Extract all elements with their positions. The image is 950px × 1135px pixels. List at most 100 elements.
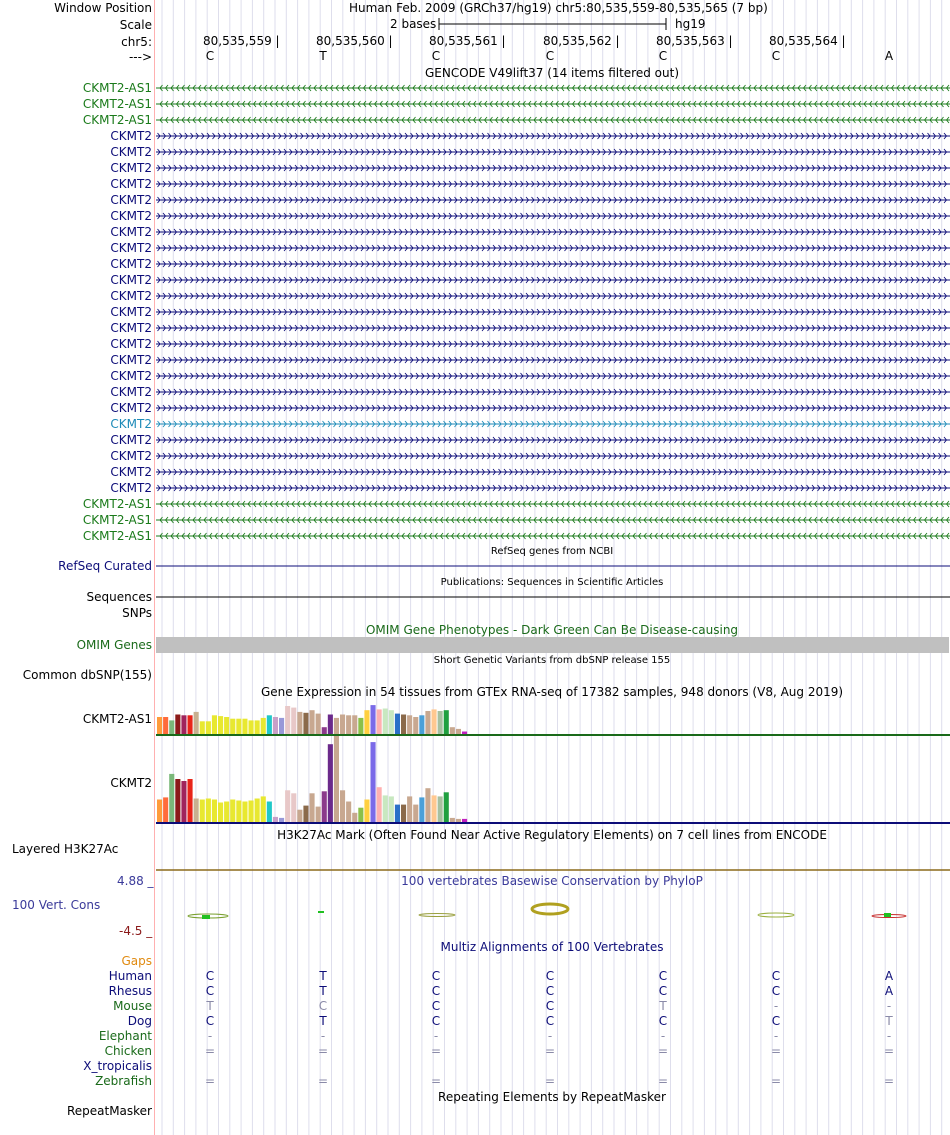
gtex-gene-label-ckmt2[interactable]: CKMT2 <box>110 776 152 790</box>
gencode-item-label[interactable]: CKMT2-AS1 <box>82 513 152 527</box>
gtex-bar <box>376 787 382 822</box>
refseq-title[interactable]: RefSeq genes from NCBI <box>490 546 614 557</box>
gencode-item-line[interactable] <box>156 257 950 271</box>
gencode-item-label[interactable]: CKMT2 <box>110 241 152 255</box>
dbsnp-label[interactable]: Common dbSNP(155) <box>22 668 152 682</box>
gencode-item-label[interactable]: CKMT2 <box>110 305 152 319</box>
gencode-item-label[interactable]: CKMT2 <box>110 401 152 415</box>
gencode-item-label[interactable]: CKMT2 <box>110 129 152 143</box>
gencode-item-label[interactable]: CKMT2 <box>110 193 152 207</box>
publications-line[interactable] <box>156 590 950 604</box>
gtex-bar <box>352 812 358 822</box>
h3k27ac-line[interactable] <box>156 866 950 874</box>
phylop-label[interactable]: 100 Vert. Cons <box>12 898 101 912</box>
position-tick-label: 80,535,560 | <box>316 34 393 48</box>
gencode-item-line[interactable] <box>156 353 950 367</box>
multiz-species-label[interactable]: Elephant <box>98 1029 152 1043</box>
omim-label[interactable]: OMIM Genes <box>76 638 152 652</box>
gencode-item-label[interactable]: CKMT2-AS1 <box>82 529 152 543</box>
gencode-item-label[interactable]: CKMT2 <box>110 369 152 383</box>
omim-bar[interactable] <box>156 637 949 653</box>
multiz-species-label[interactable]: Mouse <box>113 999 152 1013</box>
repeatmasker-title[interactable]: Repeating Elements by RepeatMasker <box>438 1090 666 1104</box>
h3k27ac-title[interactable]: H3K27Ac Mark (Often Found Near Active Re… <box>277 828 827 842</box>
gencode-item-label[interactable]: CKMT2 <box>110 417 152 431</box>
gencode-item-label[interactable]: CKMT2 <box>110 273 152 287</box>
gencode-item-line[interactable] <box>156 481 950 495</box>
gencode-item-line[interactable] <box>156 305 950 319</box>
gencode-item-label[interactable]: CKMT2 <box>110 449 152 463</box>
multiz-species-label[interactable]: Dog <box>127 1014 152 1028</box>
strand-label[interactable]: ---> <box>128 50 152 64</box>
gencode-item-label[interactable]: CKMT2 <box>110 337 152 351</box>
gencode-item-line[interactable] <box>156 177 950 191</box>
scale-text: 2 bases <box>390 17 437 31</box>
gencode-item-line[interactable] <box>156 289 950 303</box>
gencode-item-line[interactable] <box>156 529 950 543</box>
gencode-item-line[interactable] <box>156 337 950 351</box>
gencode-item-label[interactable]: CKMT2-AS1 <box>82 113 152 127</box>
gencode-item-line[interactable] <box>156 241 950 255</box>
gencode-item-label[interactable]: CKMT2-AS1 <box>82 97 152 111</box>
gencode-item-line[interactable] <box>156 97 950 111</box>
omim-title[interactable]: OMIM Gene Phenotypes - Dark Green Can Be… <box>365 623 739 637</box>
gtex-chart[interactable] <box>156 698 950 826</box>
dbsnp-title[interactable]: Short Genetic Variants from dbSNP releas… <box>433 655 671 666</box>
gencode-item-label[interactable]: CKMT2 <box>110 177 152 191</box>
gencode-item-line[interactable] <box>156 81 950 95</box>
gencode-item-label[interactable]: CKMT2 <box>110 353 152 367</box>
gencode-item-label[interactable]: CKMT2 <box>110 225 152 239</box>
multiz-species-label[interactable]: Chicken <box>104 1044 152 1058</box>
gencode-item-line[interactable] <box>156 209 950 223</box>
gencode-item-label[interactable]: CKMT2 <box>110 161 152 175</box>
gencode-item-line[interactable] <box>156 193 950 207</box>
multiz-species-label[interactable]: Rhesus <box>108 984 152 998</box>
gencode-item-line[interactable] <box>156 449 950 463</box>
gencode-item-label[interactable]: CKMT2-AS1 <box>82 497 152 511</box>
gencode-item-label[interactable]: CKMT2 <box>110 385 152 399</box>
gencode-item-line[interactable] <box>156 497 950 511</box>
gencode-item-line[interactable] <box>156 273 950 287</box>
publications-title[interactable]: Publications: Sequences in Scientific Ar… <box>440 577 664 588</box>
gencode-item-label[interactable]: CKMT2 <box>110 321 152 335</box>
refseq-label[interactable]: RefSeq Curated <box>58 559 152 573</box>
phylop-title[interactable]: 100 vertebrates Basewise Conservation by… <box>401 874 703 888</box>
gencode-item-line[interactable] <box>156 513 950 527</box>
refseq-line[interactable] <box>156 559 950 573</box>
gencode-item-label[interactable]: CKMT2 <box>110 145 152 159</box>
gencode-item-label[interactable]: CKMT2 <box>110 433 152 447</box>
gencode-item-line[interactable] <box>156 465 950 479</box>
h3k27ac-label[interactable]: Layered H3K27Ac <box>12 842 119 856</box>
gencode-title[interactable]: GENCODE V49lift37 (14 items filtered out… <box>424 66 679 80</box>
gencode-item-line[interactable] <box>156 161 950 175</box>
multiz-title[interactable]: Multiz Alignments of 100 Vertebrates <box>440 940 664 954</box>
gtex-gene-label-ckmt2-as1[interactable]: CKMT2-AS1 <box>82 712 152 726</box>
gencode-item-line[interactable] <box>156 417 950 431</box>
gtex-title[interactable]: Gene Expression in 54 tissues from GTEx … <box>260 685 844 699</box>
gencode-item-line[interactable] <box>156 433 950 447</box>
multiz-species-label[interactable]: Human <box>108 969 152 983</box>
gencode-item-line[interactable] <box>156 401 950 415</box>
publications-label[interactable]: Sequences <box>86 590 152 604</box>
snps-label[interactable]: SNPs <box>122 606 152 620</box>
gencode-item-label[interactable]: CKMT2 <box>110 481 152 495</box>
gencode-item-label[interactable]: CKMT2-AS1 <box>82 81 152 95</box>
gencode-item-line[interactable] <box>156 225 950 239</box>
gencode-item-line[interactable] <box>156 129 950 143</box>
gencode-item-line[interactable] <box>156 145 950 159</box>
multiz-species-label[interactable]: Zebrafish <box>95 1074 152 1088</box>
multiz-species-label[interactable]: X_tropicalis <box>83 1059 152 1073</box>
gencode-item-line[interactable] <box>156 113 950 127</box>
gencode-item-line[interactable] <box>156 321 950 335</box>
gencode-item-line[interactable] <box>156 385 950 399</box>
repeatmasker-label[interactable]: RepeatMasker <box>66 1104 152 1118</box>
gencode-item-label[interactable]: CKMT2 <box>110 465 152 479</box>
gencode-item-label[interactable]: CKMT2 <box>110 289 152 303</box>
phylop-track[interactable] <box>156 896 950 930</box>
window-position-text[interactable]: Human Feb. 2009 (GRCh37/hg19) chr5:80,53… <box>349 1 768 15</box>
strand-arrows <box>159 532 950 540</box>
gencode-item-label[interactable]: CKMT2 <box>110 257 152 271</box>
gencode-item-label[interactable]: CKMT2 <box>110 209 152 223</box>
multiz-base: A <box>884 984 894 998</box>
gencode-item-line[interactable] <box>156 369 950 383</box>
